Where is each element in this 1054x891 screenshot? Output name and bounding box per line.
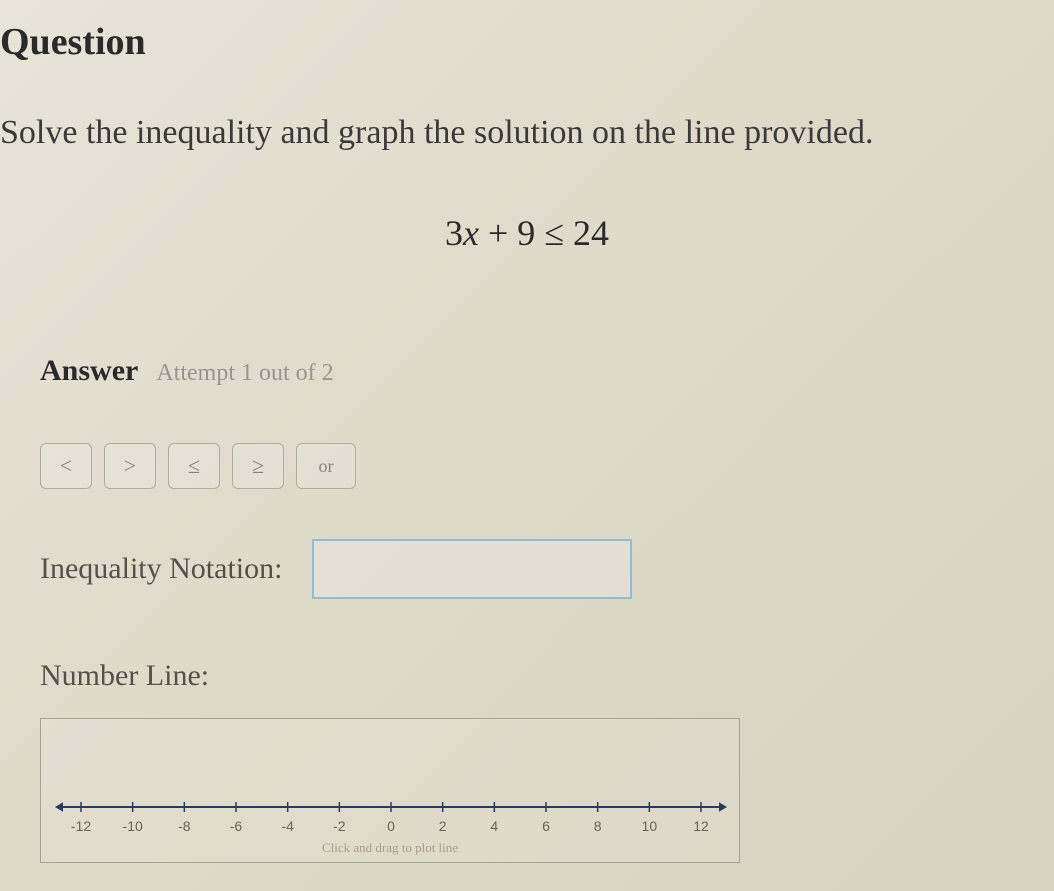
or-button[interactable]: or [296,443,356,489]
formula-coef: 3 [445,213,463,253]
svg-text:8: 8 [594,818,602,834]
inequality-notation-label: Inequality Notation: [40,552,282,586]
formula-plus: + 9 [479,213,535,253]
number-line-hint: Click and drag to plot line [41,840,739,856]
inequality-notation-input[interactable] [312,539,632,599]
ge-button[interactable]: ≥ [232,443,284,489]
svg-text:-6: -6 [230,818,243,834]
formula-var: x [463,213,479,253]
svg-text:2: 2 [439,818,447,834]
formula-rhs: 24 [573,213,609,253]
svg-text:-4: -4 [281,818,294,834]
svg-text:4: 4 [490,818,498,834]
question-instruction: Solve the inequality and graph the solut… [0,114,1054,212]
svg-text:-2: -2 [333,818,346,834]
svg-text:12: 12 [693,818,709,834]
number-line-box[interactable]: -12 -10 -8 -6 -4 -2 0 2 4 6 8 10 12 Click and drag t… [40,718,740,863]
number-line-label: Number Line: [0,659,1054,718]
number-line-svg[interactable]: -12 -10 -8 -6 -4 -2 0 2 4 6 8 10 12 [41,789,741,844]
svg-text:10: 10 [642,818,658,834]
inequality-formula: 3x + 9 ≤ 24 [0,212,1054,354]
question-title: Question [0,20,1054,114]
svg-text:-8: -8 [178,818,191,834]
svg-text:0: 0 [387,818,395,834]
attempt-text: Attempt 1 out of 2 [156,360,333,387]
svg-text:6: 6 [542,818,550,834]
formula-rel: ≤ [535,213,573,253]
gt-button[interactable]: > [104,443,156,489]
le-button[interactable]: ≤ [168,443,220,489]
operator-button-row: < > ≤ ≥ or [0,443,1054,539]
lt-button[interactable]: < [40,443,92,489]
svg-text:-10: -10 [123,818,143,834]
svg-text:-12: -12 [71,818,91,834]
answer-label: Answer [40,354,138,388]
